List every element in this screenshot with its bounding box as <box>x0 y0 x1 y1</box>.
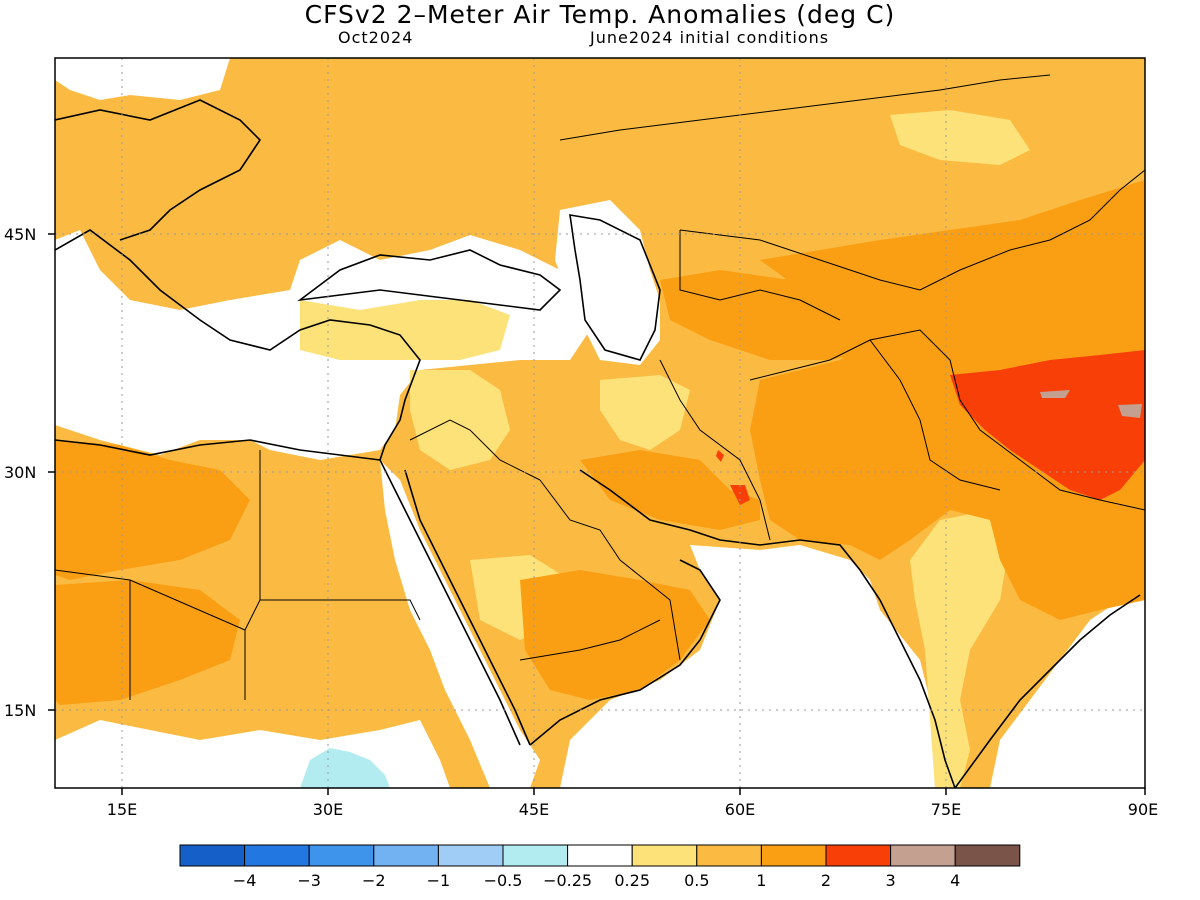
color-bar-swatch <box>373 844 439 867</box>
field-orange-africa-west <box>55 580 240 705</box>
color-bar: −4 −3 −2 −1 −0.5 −0.25 0.25 0.5 1 2 3 4 <box>179 844 1021 890</box>
color-bar-label: 4 <box>950 871 960 890</box>
field-white-redsea <box>380 460 540 788</box>
color-bar-swatch <box>890 844 956 867</box>
field-white-caspian <box>555 200 660 365</box>
color-bar-swatch <box>502 844 569 867</box>
color-bar-swatch <box>954 844 1021 867</box>
field-red-pakistan <box>730 485 750 505</box>
color-bar-swatch <box>437 844 504 867</box>
color-bar-swatch <box>567 844 633 867</box>
field-light-blue <box>300 748 390 788</box>
y-tick-label: 30N <box>4 463 36 482</box>
x-axis-labels: 15E 30E 45E 60E 75E 90E <box>107 800 1158 819</box>
field-white-bay-of-bengal <box>990 590 1145 788</box>
field-orange-arabia <box>520 570 710 700</box>
country-borders <box>55 74 1145 700</box>
field-brown-tibet <box>1118 404 1142 418</box>
x-tick-label: 15E <box>107 800 137 819</box>
field-yellow-kazakh <box>890 110 1030 165</box>
x-tick-label: 30E <box>313 800 343 819</box>
field-orange-iran-south <box>580 450 760 530</box>
field-yellow-turkey <box>300 300 510 360</box>
field-yellow-iran <box>600 375 690 450</box>
color-bar-swatch <box>244 844 310 867</box>
tick-marks <box>48 233 1146 795</box>
y-tick-label: 45N <box>4 225 36 244</box>
x-tick-label: 60E <box>725 800 755 819</box>
color-bar-label: 3 <box>886 871 896 890</box>
plot-frame <box>54 57 1146 789</box>
field-red-tibet <box>950 350 1145 500</box>
color-bar-label: 2 <box>821 871 831 890</box>
color-bar-label: 0.25 <box>614 871 650 890</box>
color-bar-swatch <box>179 844 246 867</box>
color-bar-label: −2 <box>362 871 386 890</box>
field-red-pakistan-dot <box>716 450 724 462</box>
y-axis-labels: 45N 30N 15N <box>4 225 36 720</box>
color-bar-label: −4 <box>233 871 257 890</box>
chart-title: CFSv2 2–Meter Air Temp. Anomalies (deg C… <box>304 0 896 29</box>
color-bar-label: −0.25 <box>543 871 592 890</box>
color-bar-swatch <box>631 844 698 867</box>
x-tick-label: 45E <box>519 800 549 819</box>
anomaly-fields <box>55 58 1145 788</box>
x-tick-label: 75E <box>931 800 961 819</box>
color-bar-label: −1 <box>427 871 451 890</box>
initial-conditions-label: June2024 initial conditions <box>590 28 830 47</box>
field-white-north <box>55 58 230 100</box>
field-white-arabian-sea <box>560 545 935 788</box>
color-bar-label: 0.5 <box>684 871 709 890</box>
color-bar-swatch <box>696 844 762 867</box>
color-bar-swatch <box>825 844 892 867</box>
color-bar-label: −0.5 <box>484 871 523 890</box>
y-tick-label: 15N <box>4 701 36 720</box>
color-bar-swatch <box>760 844 827 867</box>
field-orange-africa-north <box>55 440 250 580</box>
x-tick-label: 90E <box>1128 800 1158 819</box>
graticule <box>55 58 1145 788</box>
color-bar-label: 1 <box>756 871 766 890</box>
field-orange-central-asia <box>660 270 880 360</box>
color-bar-label: −3 <box>297 871 321 890</box>
color-bar-swatch <box>308 844 375 867</box>
field-brown-tibet-2 <box>1040 390 1070 398</box>
valid-month-label: Oct2024 <box>338 28 414 47</box>
field-orange-kazakh-north <box>780 270 920 325</box>
